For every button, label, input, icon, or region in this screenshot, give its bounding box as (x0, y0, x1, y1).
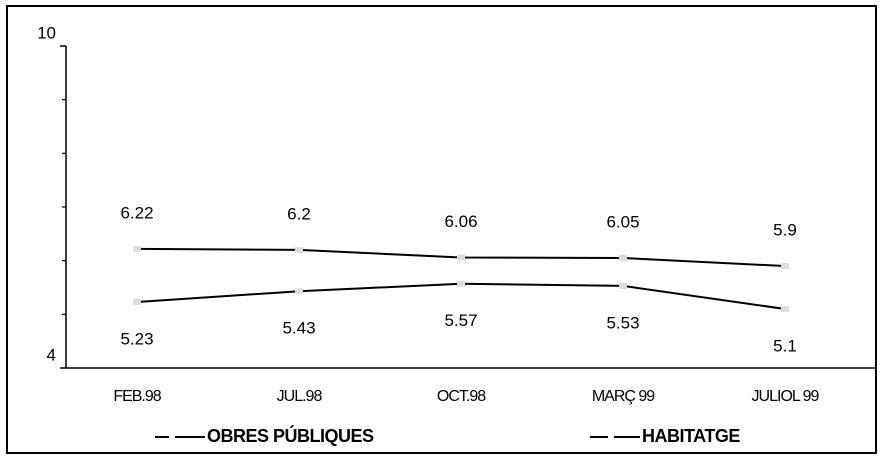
x-tick-label: MARÇ 99 (592, 388, 655, 405)
data-label: 6.06 (444, 212, 477, 231)
point-marker (457, 280, 465, 287)
legend-label: OBRES PÚBLIQUES (207, 425, 374, 446)
x-tick-label: JUL.98 (277, 388, 323, 405)
data-label: 6.05 (606, 212, 639, 231)
point-marker (781, 305, 789, 312)
point-marker (295, 246, 303, 253)
x-tick-label: OCT.98 (437, 388, 486, 405)
legend-label: HABITATGE (642, 426, 740, 446)
data-label: 5.57 (444, 311, 477, 330)
x-tick-label: FEB.98 (113, 388, 161, 405)
data-label: 5.43 (282, 319, 315, 338)
point-marker (133, 245, 141, 252)
point-marker (781, 263, 789, 270)
data-label: 5.9 (773, 221, 797, 240)
point-marker (619, 254, 627, 261)
point-marker (133, 298, 141, 305)
point-marker (457, 254, 465, 261)
data-label: 5.53 (606, 313, 639, 332)
data-label: 6.2 (287, 204, 311, 223)
data-label: 5.1 (773, 336, 797, 355)
y-tick-label: 10 (37, 23, 56, 42)
point-marker (619, 282, 627, 289)
point-marker (295, 288, 303, 295)
y-tick-label: 4 (47, 345, 56, 364)
data-label: 5.23 (120, 329, 153, 348)
data-label: 6.22 (120, 203, 153, 222)
x-tick-label: JULIOL 99 (752, 388, 820, 405)
frame (6, 5, 877, 454)
